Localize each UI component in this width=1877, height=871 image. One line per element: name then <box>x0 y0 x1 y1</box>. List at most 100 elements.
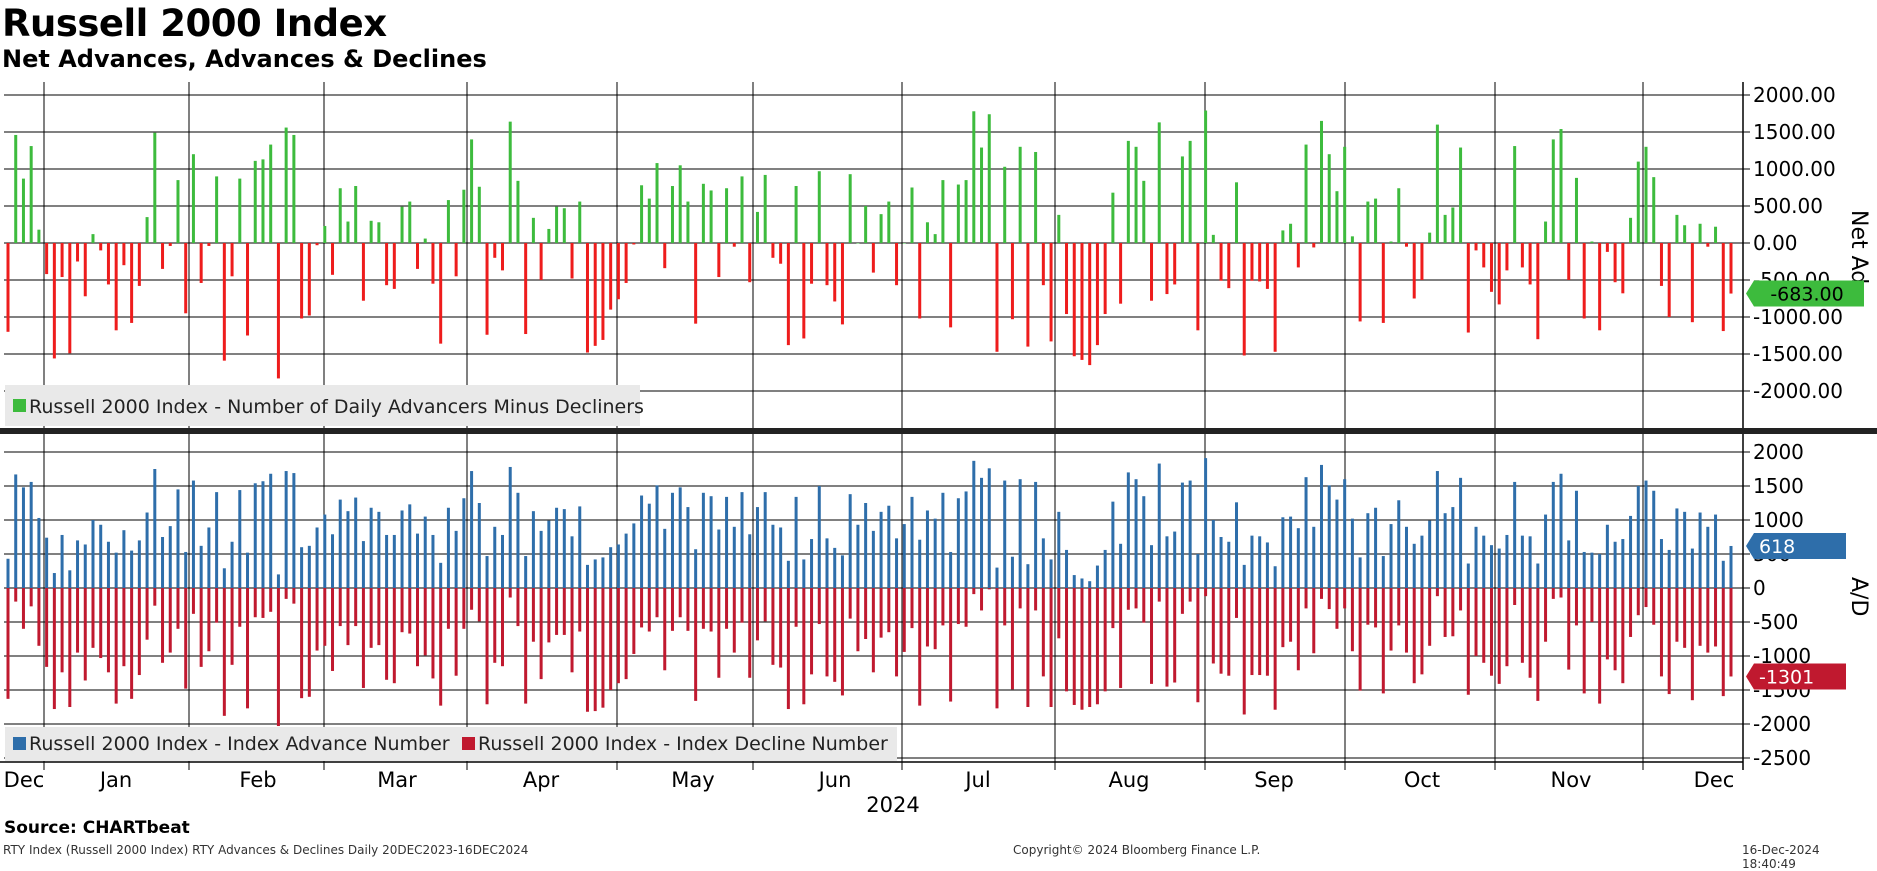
advance-bar <box>1235 502 1239 588</box>
decline-bar <box>184 588 188 689</box>
x-tick-label-month: Apr <box>523 768 560 792</box>
decline-bar <box>1327 588 1331 610</box>
advance-bar <box>825 538 829 588</box>
net-advance-bar <box>45 243 49 275</box>
advance-bar <box>52 573 56 588</box>
advance-bar <box>987 468 991 588</box>
decline-bar <box>562 588 566 635</box>
net-advance-bar <box>1374 198 1378 243</box>
advance-bar <box>1428 520 1432 588</box>
advance-bar <box>895 538 899 588</box>
net-advance-bar <box>1296 243 1300 268</box>
decline-bar <box>485 588 489 705</box>
advance-bar <box>1474 526 1478 588</box>
net-advance-bar <box>1010 243 1014 320</box>
advance-bar <box>864 503 868 588</box>
net-advance-bar <box>825 243 829 286</box>
net-advance-bar <box>161 243 165 269</box>
net-advance-bar <box>987 114 991 244</box>
decline-bar <box>701 588 705 629</box>
x-tick-label-month: Aug <box>1108 768 1149 792</box>
advance-bar <box>1721 560 1725 588</box>
advance-bar <box>377 511 381 588</box>
decline-bar <box>423 588 427 656</box>
decline-bar <box>1721 588 1725 697</box>
net-advance-bar <box>83 243 87 297</box>
advance-bar <box>1119 543 1123 588</box>
decline-bar <box>1088 588 1092 707</box>
decline-bar <box>1242 588 1246 715</box>
net-advance-bar <box>1404 243 1408 247</box>
net-advance-bar <box>701 183 705 243</box>
decline-bar <box>1621 588 1625 684</box>
decline-bar <box>292 588 296 604</box>
advance-bar <box>137 540 141 588</box>
net-advance-bar <box>1142 180 1146 243</box>
advance-bar <box>1590 552 1594 588</box>
decline-bar <box>1366 588 1370 625</box>
advance-bar <box>531 511 535 588</box>
advance-bar <box>640 495 644 588</box>
decline-bar <box>1505 588 1509 667</box>
x-tick-label-month: Oct <box>1404 768 1440 792</box>
net-advance-bar <box>678 165 682 243</box>
advance-bar <box>1250 535 1254 588</box>
net-advance-bar <box>145 217 149 243</box>
advance-bar <box>1327 485 1331 588</box>
advance-bar <box>1057 511 1061 588</box>
net-advance-bar <box>1598 243 1602 331</box>
decline-bar <box>1258 588 1262 676</box>
x-tick-label-month: Nov <box>1551 768 1592 792</box>
decline-bar <box>508 588 512 598</box>
net-advance-bar <box>423 238 427 243</box>
advance-bar <box>879 511 883 588</box>
advance-bar <box>786 560 790 588</box>
net-advance-bar <box>562 208 566 243</box>
net-advance-bar <box>1095 243 1099 346</box>
net-advance-bar <box>1258 243 1262 282</box>
advance-bar <box>701 492 705 588</box>
decline-bar <box>1675 588 1679 642</box>
advance-bar <box>717 529 721 588</box>
last-value-tag-net: -683.00 <box>1746 280 1864 307</box>
net-advance-bar <box>269 144 273 243</box>
net-advance-bar <box>338 188 342 243</box>
advance-bar <box>1343 479 1347 588</box>
advance-bar <box>238 490 242 588</box>
y-tick-label-top: 1000.00 <box>1753 157 1836 181</box>
net-advance-bar <box>392 243 396 289</box>
advance-bar <box>686 507 690 588</box>
net-advance-bar <box>624 243 628 283</box>
advance-bar <box>810 539 814 588</box>
advance-bar <box>601 557 605 588</box>
advance-bar <box>941 492 945 588</box>
decline-bar <box>1134 588 1138 609</box>
advance-bar <box>1242 564 1246 588</box>
legend-bottom: Russell 2000 Index - Index Advance Numbe… <box>5 727 897 761</box>
net-advance-bar <box>1729 243 1733 294</box>
net-advance-bar <box>1528 243 1532 285</box>
decline-bar <box>524 588 528 704</box>
net-advance-bar <box>694 243 698 324</box>
decline-bar <box>670 588 674 631</box>
decline-bar <box>493 588 497 663</box>
net-advance-bar <box>995 243 999 352</box>
advance-bar <box>392 534 396 588</box>
net-advance-bar <box>1150 243 1154 301</box>
decline-bar <box>647 588 651 632</box>
net-advance-bar <box>52 243 56 359</box>
advance-bar <box>1698 512 1702 588</box>
advance-bar <box>1049 559 1053 588</box>
decline-bar <box>763 588 767 622</box>
advance-bar <box>980 477 984 588</box>
advance-bar <box>1397 500 1401 588</box>
net-advance-bar <box>199 243 203 283</box>
advance-bar <box>1459 477 1463 588</box>
decline-bar <box>1613 588 1617 671</box>
advance-bar <box>732 526 736 588</box>
decline-bar <box>1296 588 1300 671</box>
decline-bar <box>1196 588 1200 703</box>
decline-bar <box>902 588 906 652</box>
decline-bar <box>253 588 257 618</box>
net-advance-bar <box>1389 241 1393 243</box>
